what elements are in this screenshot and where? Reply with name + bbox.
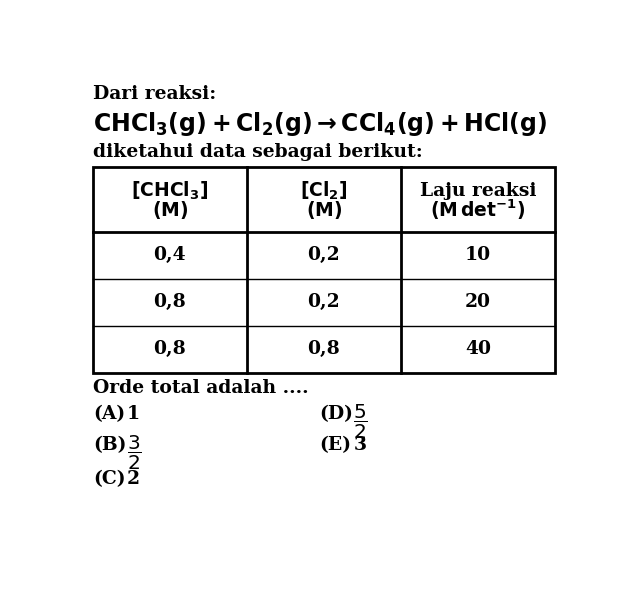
Text: 2: 2	[127, 470, 140, 488]
Text: 0,8: 0,8	[154, 294, 186, 311]
Text: $\dfrac{5}{2}$: $\dfrac{5}{2}$	[353, 403, 368, 441]
Text: $\mathbf{(M)}$: $\mathbf{(M)}$	[152, 199, 188, 221]
Text: 3: 3	[353, 436, 367, 454]
Text: Dari reaksi:: Dari reaksi:	[93, 85, 216, 103]
Text: diketahui data sebagai berikut:: diketahui data sebagai berikut:	[93, 143, 423, 162]
Text: $\mathbf{CHCl_3(g)+Cl_2(g)\rightarrow CCl_4(g)+HCl(g)}$: $\mathbf{CHCl_3(g)+Cl_2(g)\rightarrow CC…	[93, 110, 547, 137]
Text: $\mathbf{(M)}$: $\mathbf{(M)}$	[306, 199, 342, 221]
Text: 0,2: 0,2	[308, 294, 340, 311]
Text: Orde total adalah ....: Orde total adalah ....	[93, 379, 308, 397]
Text: (E): (E)	[319, 436, 351, 454]
Text: 10: 10	[465, 246, 491, 265]
Text: (D): (D)	[319, 405, 353, 423]
Text: 1: 1	[127, 405, 140, 423]
Text: 0,8: 0,8	[154, 340, 186, 358]
Text: (B): (B)	[93, 436, 126, 454]
Text: 0,2: 0,2	[308, 246, 340, 265]
Text: Laju reaksi: Laju reaksi	[420, 182, 536, 200]
Text: (A): (A)	[93, 405, 125, 423]
Text: 20: 20	[465, 294, 491, 311]
Text: $\mathbf{[Cl_2]}$: $\mathbf{[Cl_2]}$	[300, 179, 348, 202]
Text: 0,8: 0,8	[308, 340, 340, 358]
Text: 0,4: 0,4	[154, 246, 186, 265]
Text: 40: 40	[465, 340, 491, 358]
Text: (C): (C)	[93, 470, 125, 488]
Bar	[93, 166, 555, 373]
Text: $\mathbf{(M\,det^{-1})}$: $\mathbf{(M\,det^{-1})}$	[430, 198, 525, 222]
Text: $\mathbf{[CHCl_3]}$: $\mathbf{[CHCl_3]}$	[131, 179, 209, 202]
Text: $\dfrac{3}{2}$: $\dfrac{3}{2}$	[127, 434, 142, 472]
